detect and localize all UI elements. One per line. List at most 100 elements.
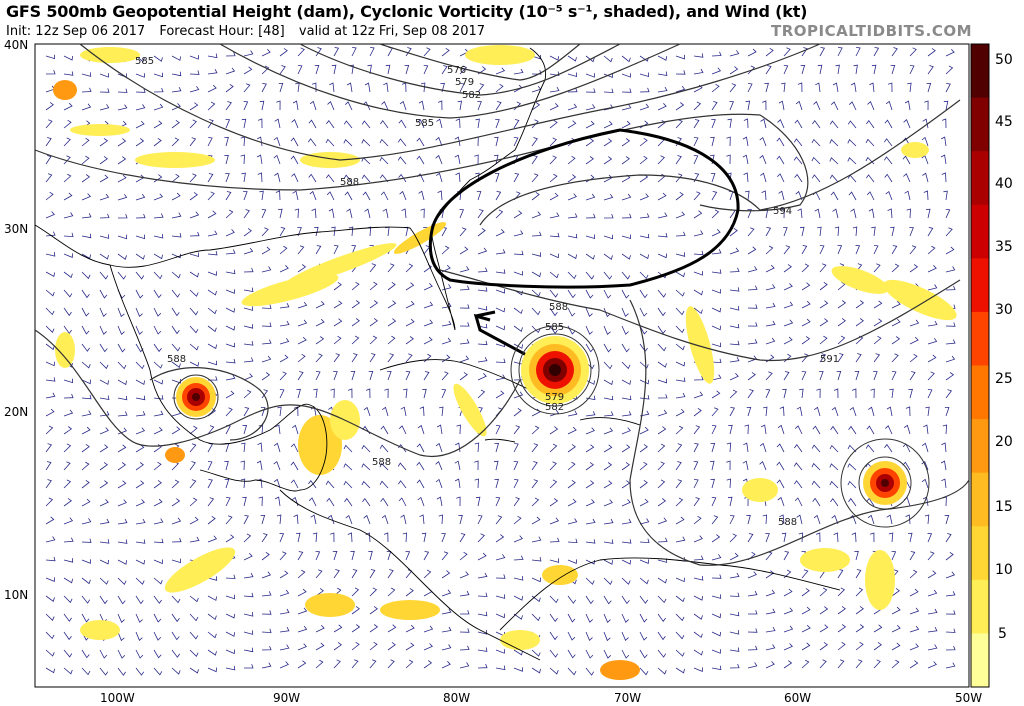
wind-barb [81,479,90,489]
wind-barb [364,208,371,219]
wind-barb [261,533,268,543]
wind-barb [135,631,143,641]
wind-barb [945,551,954,561]
wind-barb [63,271,73,279]
wind-barb [711,649,721,654]
wind-barb [81,253,91,260]
wind-barb [493,154,499,165]
wind-barb [585,411,596,417]
wind-barb [711,342,722,348]
wind-barb [45,408,55,417]
wind-barb [885,100,893,111]
wind-barb [908,388,913,399]
wind-barb [657,443,666,453]
wind-barb [765,264,775,273]
wind-barb [403,388,408,399]
wind-barb [745,100,751,111]
wind-barb [326,120,335,129]
wind-barb [639,379,649,385]
wind-barb [729,357,740,363]
wind-barb [657,325,666,335]
wind-barb [944,514,950,525]
wind-barb [153,233,164,239]
wind-barb [603,411,614,417]
wind-barb [224,154,229,165]
wind-barb [848,425,857,435]
wind-barb [812,425,821,435]
wind-barb [292,190,299,201]
wind-barb [585,480,595,489]
wind-barb [291,119,299,129]
wind-barb [63,173,72,183]
wind-barb [603,325,611,335]
valid-time: valid at 12z Fri, Sep 08 2017 [298,24,486,39]
wind-barb [639,461,648,471]
wind-barb [945,83,951,93]
wind-barb [801,659,810,669]
wind-barb [495,497,501,507]
wind-barb [513,407,522,417]
wind-barb [63,289,73,298]
wind-barb [801,300,811,309]
wind-barb [513,343,523,349]
wind-barb [945,372,955,381]
wind-barb [888,532,894,543]
wind-barb [742,136,749,147]
vorticity-patch [55,332,75,368]
wind-barb [99,444,109,453]
wind-barb [351,606,360,615]
wind-barb [531,70,542,75]
contour-label: 579 [545,392,564,403]
wind-barb [603,307,611,318]
vorticity-patch [901,142,929,158]
wind-barb [153,577,163,585]
wind-barb [259,190,264,201]
wind-barb [261,227,269,237]
wind-barb [945,591,956,597]
wind-barb [927,320,938,327]
wind-barb [435,461,443,471]
wind-barb [315,47,322,57]
colorbar-swatch [971,526,989,581]
wind-barb [639,649,648,659]
wind-barb [567,461,576,471]
wind-barb [325,174,335,183]
wind-barb [746,406,752,417]
wind-barb [81,518,92,525]
wind-barb [549,595,559,604]
wind-barb [416,479,425,489]
wind-barb [459,285,470,291]
wind-barb [189,595,199,603]
wind-barb [531,408,541,417]
wind-barb [207,631,217,639]
wind-barb [693,137,699,147]
wind-barb [207,230,218,237]
wind-barb [921,442,929,453]
wind-barb [814,208,821,219]
wind-barb [189,461,196,471]
wind-barb [45,595,55,602]
wind-barb [297,371,304,381]
wind-barb [853,64,858,75]
coastline-south-america [499,557,841,631]
wind-barb [941,442,947,453]
wind-barb [567,55,577,62]
wind-barb [477,227,486,237]
wind-barb [799,226,805,237]
wind-barb [207,84,217,93]
wind-barb [189,667,199,674]
wind-barb [153,72,164,78]
vorticity-patch [80,47,140,63]
wind-barb [81,233,92,239]
contour-line [479,99,961,226]
wind-barb [256,460,263,471]
wind-barb [297,336,307,345]
wind-barb [225,83,234,93]
wind-barb [927,227,934,237]
wind-barb [383,532,389,543]
wind-barb [837,300,847,309]
wind-barb [729,267,740,273]
wind-barb [765,284,776,291]
wind-barb [261,339,272,345]
wind-barb [99,138,109,147]
